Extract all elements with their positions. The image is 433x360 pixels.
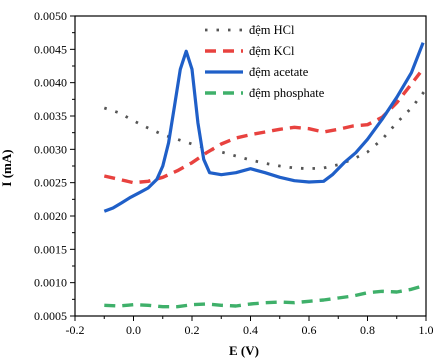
y-tick-label: 0.0050: [34, 9, 67, 23]
plot-frame: [74, 15, 427, 317]
y-tick-label: 0.0045: [34, 42, 67, 56]
y-tick-label: 0.0040: [34, 76, 67, 90]
x-tick-label: -0.2: [66, 323, 85, 337]
plot-layer: [103, 42, 426, 309]
legend: đệm HCl đệm KCl đệm acetate đệm phosphate: [205, 23, 325, 100]
x-tick-label: 0.4: [243, 323, 258, 337]
y-tick-label: 0.0005: [34, 309, 67, 323]
y-tick-label: 0.0010: [34, 276, 67, 290]
y-tick-label: 0.0020: [34, 209, 67, 223]
y-tick-label: 0.0030: [34, 142, 67, 156]
legend-label-dem-hcl: đệm HCl: [249, 23, 295, 37]
x-tick-label: 0.6: [302, 323, 317, 337]
y-tick-label: 0.0015: [34, 242, 67, 256]
x-tick-label: 0.8: [360, 323, 375, 337]
legend-label-dem-phosphate: đệm phosphate: [249, 86, 325, 100]
axes-layer: -0.2 0.0 0.2 0.4 0.6 0.8 1.0 0.0005 0.0010 0.0015…: [34, 9, 433, 337]
y-tick-label: 0.0025: [34, 176, 67, 190]
x-tick-label: 1.0: [419, 323, 433, 337]
legend-label-dem-kcl: đệm KCl: [249, 44, 295, 58]
series-line-dem-hcl: [103, 88, 426, 171]
x-tick-label: 0.0: [126, 323, 141, 337]
legend-label-dem-acetate: đệm acetate: [249, 65, 309, 79]
x-axis-title: E (V): [229, 343, 259, 358]
series-line-dem-phosphate: [104, 285, 421, 309]
series-line-dem-acetate: [103, 42, 425, 213]
y-axis-title: I (mA): [0, 149, 14, 186]
x-tick-label: 0.2: [185, 323, 200, 337]
y-tick-label: 0.0035: [34, 109, 67, 123]
